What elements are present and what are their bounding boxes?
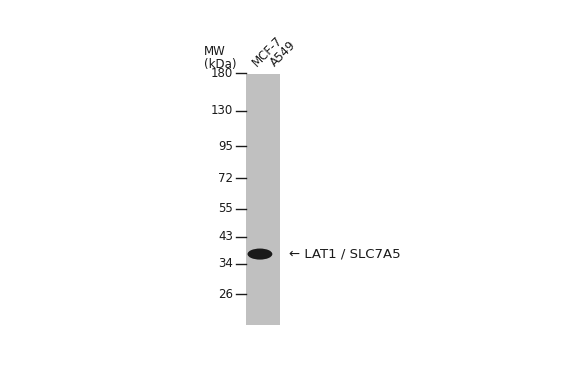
- Text: 95: 95: [218, 140, 233, 153]
- Text: MW: MW: [204, 45, 225, 58]
- Text: 72: 72: [218, 172, 233, 184]
- Bar: [246, 74, 281, 325]
- Text: 43: 43: [218, 231, 233, 243]
- Text: A549: A549: [268, 38, 299, 69]
- Text: MCF-7: MCF-7: [250, 33, 285, 69]
- Text: 55: 55: [218, 202, 233, 215]
- Ellipse shape: [247, 249, 272, 260]
- Text: 130: 130: [211, 104, 233, 117]
- Text: (kDa): (kDa): [204, 58, 236, 71]
- Text: 180: 180: [211, 67, 233, 80]
- Text: ← LAT1 / SLC7A5: ← LAT1 / SLC7A5: [289, 248, 401, 260]
- Text: 26: 26: [218, 288, 233, 301]
- Text: 34: 34: [218, 257, 233, 270]
